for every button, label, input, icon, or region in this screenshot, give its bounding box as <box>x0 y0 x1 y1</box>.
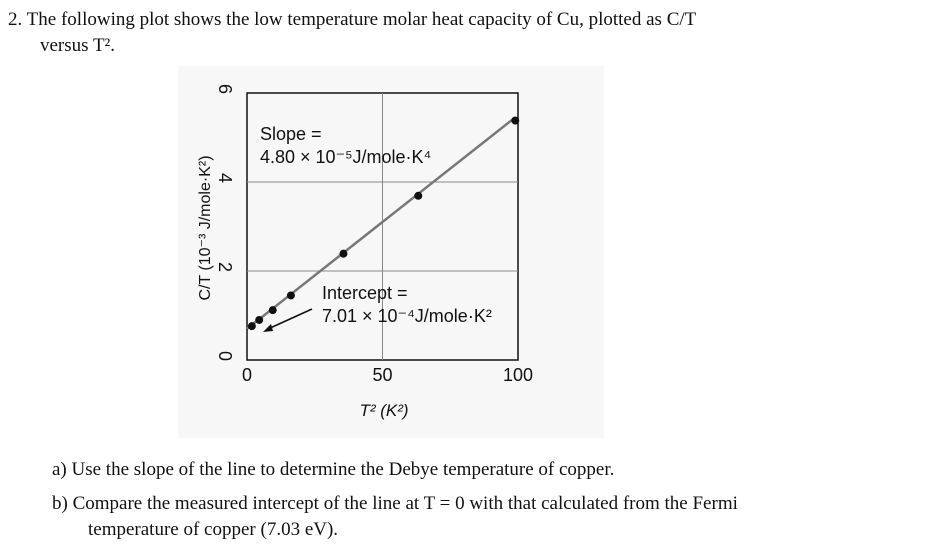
y-tick-label: 2 <box>215 262 235 272</box>
problem-intro: 2. The following plot shows the low temp… <box>8 8 696 32</box>
part-b-line1: b) Compare the measured intercept of the… <box>52 493 738 514</box>
problem-intro-line2: versus T². <box>40 35 116 56</box>
x-tick-label: 50 <box>372 365 392 385</box>
problem-intro-line1: The following plot shows the low tempera… <box>26 9 697 30</box>
y-tick-label: 0 <box>215 351 235 361</box>
y-tick-label: 4 <box>215 173 235 183</box>
figure-background <box>178 66 604 438</box>
y-axis-label: C/T (10⁻³ J/mole·K²) <box>197 155 214 300</box>
part-b-line2: temperature of copper (7.03 eV). <box>88 519 339 540</box>
data-point <box>268 306 277 315</box>
y-tick-label: 6 <box>215 84 235 94</box>
x-axis-label: T² (K²) <box>359 401 408 420</box>
x-tick-label: 0 <box>242 365 252 385</box>
data-point <box>414 191 423 200</box>
data-point <box>286 291 295 300</box>
data-point <box>511 116 520 125</box>
x-tick-label: 100 <box>503 365 533 385</box>
part-a: a) Use the slope of the line to determin… <box>52 459 615 480</box>
slope-value: 4.80 × 10⁻⁵J/mole·K⁴ <box>260 147 431 167</box>
data-point <box>247 322 256 331</box>
intercept-value: 7.01 × 10⁻⁴J/mole·K² <box>322 306 492 326</box>
data-point <box>255 315 264 324</box>
problem-number: 2. <box>8 9 23 30</box>
intercept-arrow <box>263 308 313 332</box>
slope-label: Slope = <box>260 124 322 144</box>
data-point <box>339 249 348 258</box>
intercept-label: Intercept = <box>322 283 408 303</box>
